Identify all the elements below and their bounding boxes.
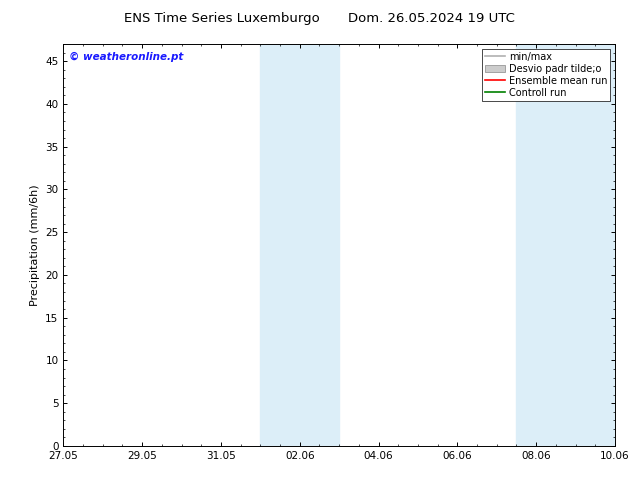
Text: ENS Time Series Luxemburgo: ENS Time Series Luxemburgo <box>124 12 320 25</box>
Y-axis label: Precipitation (mm/6h): Precipitation (mm/6h) <box>30 184 40 306</box>
Bar <box>261 44 339 446</box>
Bar <box>517 44 615 446</box>
Text: Dom. 26.05.2024 19 UTC: Dom. 26.05.2024 19 UTC <box>347 12 515 25</box>
Text: © weatheronline.pt: © weatheronline.pt <box>69 52 183 62</box>
Legend: min/max, Desvio padr tilde;o, Ensemble mean run, Controll run: min/max, Desvio padr tilde;o, Ensemble m… <box>482 49 610 100</box>
